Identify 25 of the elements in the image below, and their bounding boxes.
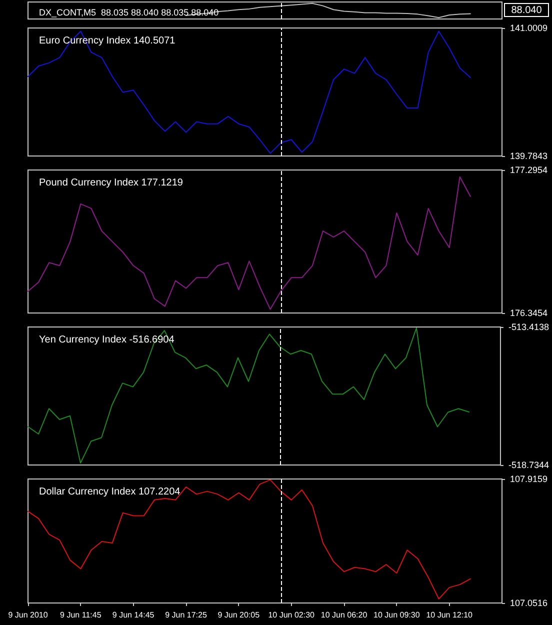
text: Yen Currency Index -516.6904 xyxy=(39,334,175,346)
y-tick-label: 177.2954 xyxy=(510,165,548,175)
y-tick-label: 141.0009 xyxy=(510,23,548,33)
x-tick-label: 10 Jun 12:10 xyxy=(426,610,474,620)
line-series xyxy=(28,176,471,310)
line-series xyxy=(28,479,471,600)
x-tick-label: 9 Jun 17:25 xyxy=(165,610,208,620)
y-tick-label: -513.4138 xyxy=(508,322,550,332)
x-tick-label: 9 Jun 2010 xyxy=(8,610,48,620)
line-series xyxy=(28,30,471,154)
line-series xyxy=(28,327,470,464)
text: 88.040 xyxy=(511,5,542,16)
x-tick-label: 9 Jun 20:05 xyxy=(218,610,260,620)
text: Pound Currency Index 177.1219 xyxy=(39,178,184,188)
x-tick-label: 10 Jun 06:20 xyxy=(320,610,368,620)
y-tick-label: 107.9159 xyxy=(510,474,548,484)
x-tick-label: 9 Jun 14:45 xyxy=(112,610,155,620)
y-tick-label: -518.7344 xyxy=(508,460,550,470)
text: Dollar Currency Index 107.2204 xyxy=(39,486,181,498)
y-tick-label: 107.0516 xyxy=(510,598,548,608)
x-tick-label: 9 Jun 11:45 xyxy=(60,610,102,620)
x-tick-label: 10 Jun 09:30 xyxy=(374,610,420,620)
x-tick-label: 10 Jun 02:30 xyxy=(268,610,316,620)
y-tick-label: 176.3454 xyxy=(510,308,548,318)
y-tick-label: 139.7843 xyxy=(510,151,548,161)
